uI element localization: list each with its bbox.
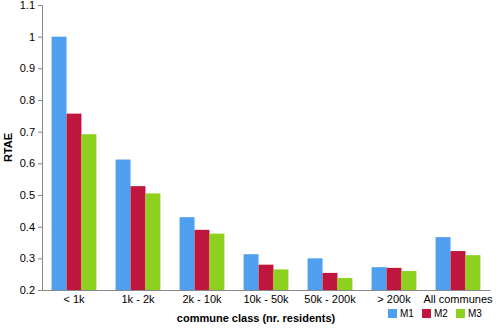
y-tick-label: 1 [29, 31, 35, 43]
y-axis-line [38, 6, 43, 291]
x-tick-label: 1k - 2k [121, 293, 155, 305]
y-tick: 0.9 [20, 62, 42, 74]
y-tick-label: 0.7 [20, 126, 35, 138]
legend-label: M3 [468, 308, 482, 319]
y-tick-label: 0.9 [20, 62, 35, 74]
x-tick: 2k - 10k [182, 290, 222, 305]
bar [259, 265, 274, 290]
legend-item: M1 [388, 308, 414, 319]
y-tick-label: 0.5 [20, 189, 35, 201]
y-tick: 1 [29, 31, 42, 43]
x-tick-label: All communes [423, 293, 493, 305]
y-tick: 1.1 [20, 0, 42, 11]
bar [81, 134, 96, 290]
bar [465, 255, 480, 290]
y-tick-label: 0.3 [20, 252, 35, 264]
y-tick-mark [38, 258, 42, 259]
bar [67, 114, 82, 290]
y-tick-label: 1.1 [20, 0, 35, 11]
legend-swatch [388, 309, 397, 318]
bar [308, 258, 323, 290]
y-tick: 0.3 [20, 252, 42, 264]
y-axis: 0.2 0.3 0.4 0.5 0.6 0.7 0.8 0.9 1 1.1 [20, 0, 43, 296]
y-tick-label: 0.8 [20, 94, 35, 106]
x-tick: 50k - 200k [304, 290, 356, 305]
y-tick: 0.4 [20, 221, 42, 233]
x-tick: > 200k [377, 290, 411, 305]
y-tick: 0.2 [20, 284, 42, 296]
legend-item: M2 [422, 308, 448, 319]
y-tick-mark [38, 100, 42, 101]
y-tick: 0.6 [20, 157, 42, 169]
bar [387, 268, 402, 290]
bar-series [81, 134, 480, 290]
y-tick-mark [38, 68, 42, 69]
y-tick-mark [38, 290, 42, 291]
y-tick-mark [38, 163, 42, 164]
x-tick-label: 2k - 10k [182, 293, 222, 305]
y-tick-mark [38, 5, 42, 6]
x-tick-label: < 1k [63, 293, 85, 305]
legend: M1 M2 M3 [388, 308, 482, 319]
legend-label: M1 [400, 308, 414, 319]
y-tick-label: 0.2 [20, 284, 35, 296]
chart: 0.2 0.3 0.4 0.5 0.6 0.7 0.8 0.9 1 1.1 < 1k 1k - 2k 2… [0, 0, 500, 331]
x-axis-line [43, 290, 491, 291]
legend-swatch [422, 309, 431, 318]
x-tick: 10k - 50k [243, 290, 289, 305]
y-tick: 0.8 [20, 94, 42, 106]
bar [209, 234, 224, 290]
bar [401, 271, 416, 290]
bar-series [67, 114, 466, 290]
bar [244, 254, 259, 290]
legend-label: M2 [434, 308, 448, 319]
bar [131, 186, 146, 290]
bar [337, 278, 352, 290]
y-tick-mark [38, 37, 42, 38]
y-axis-title: RTAE [2, 133, 14, 162]
y-tick-mark [38, 227, 42, 228]
bar [436, 237, 451, 290]
x-tick: < 1k [63, 290, 85, 305]
x-axis-title: commune class (nr. residents) [177, 312, 336, 324]
x-tick-label: 10k - 50k [243, 293, 289, 305]
y-tick: 0.7 [20, 126, 42, 138]
bar [323, 273, 338, 290]
bar [52, 37, 67, 290]
bar [180, 217, 195, 290]
bar-series [52, 37, 451, 290]
y-tick-mark [38, 132, 42, 133]
bar [195, 230, 210, 290]
bar [372, 267, 387, 290]
y-tick-label: 0.4 [20, 221, 35, 233]
x-tick-label: 50k - 200k [304, 293, 356, 305]
y-tick-label: 0.6 [20, 157, 35, 169]
plot-area: 0.2 0.3 0.4 0.5 0.6 0.7 0.8 0.9 1 1.1 < 1k 1k - 2k 2… [20, 0, 493, 305]
bars [52, 37, 481, 290]
legend-swatch [456, 309, 465, 318]
bar [273, 269, 288, 290]
x-tick: 1k - 2k [121, 290, 155, 305]
x-tick-label: > 200k [377, 293, 411, 305]
x-tick: All communes [423, 290, 493, 305]
legend-item: M3 [456, 308, 482, 319]
y-tick-mark [38, 195, 42, 196]
bar [451, 251, 466, 290]
bar [145, 193, 160, 290]
x-axis: < 1k 1k - 2k 2k - 10k 10k - 50k 50k - 200k > … [43, 290, 494, 305]
bar [116, 160, 131, 290]
y-tick: 0.5 [20, 189, 42, 201]
